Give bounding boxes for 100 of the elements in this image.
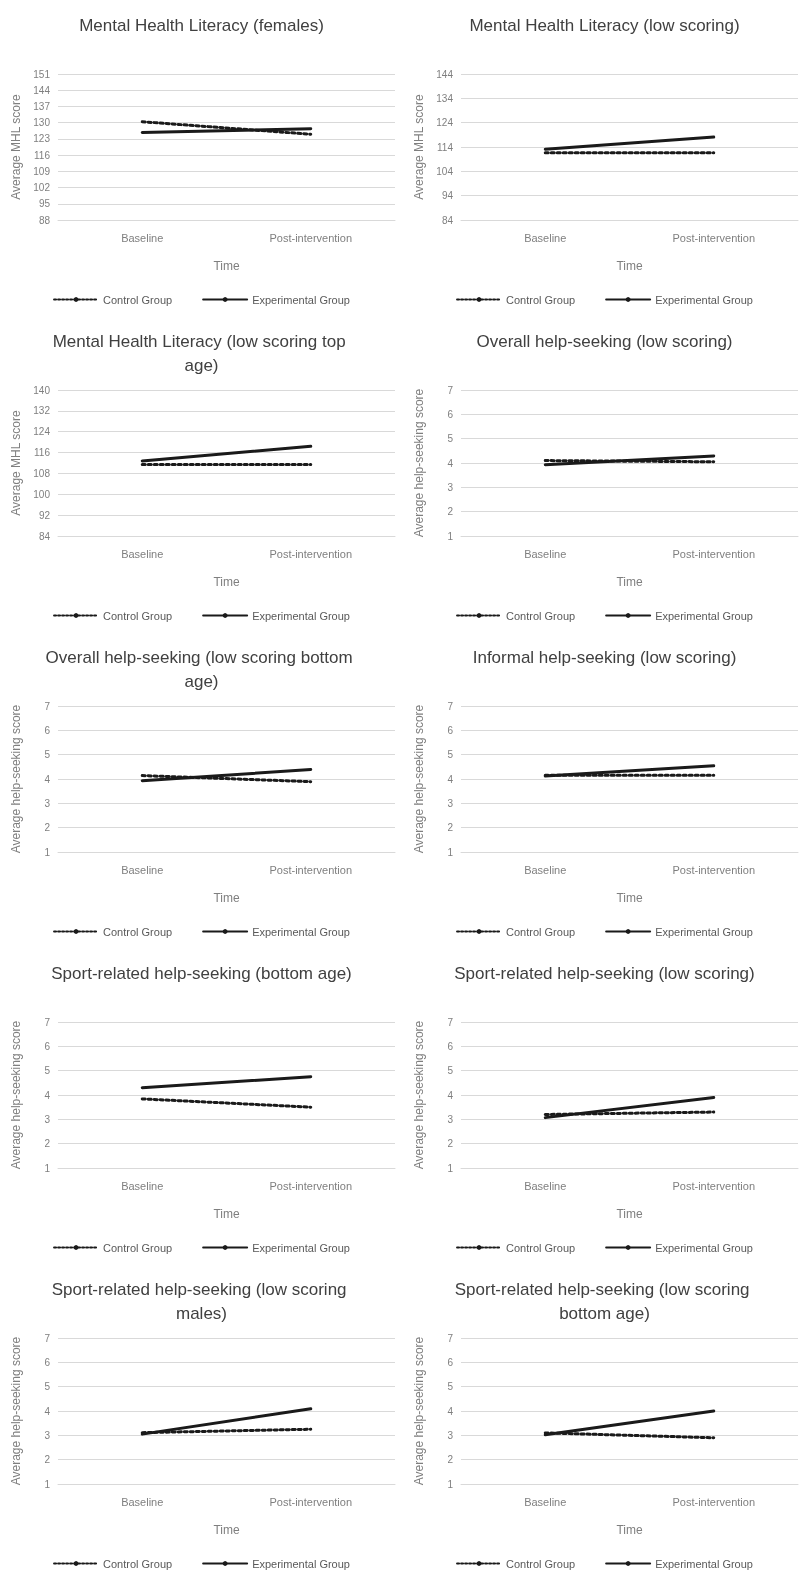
y-tick-label: 7	[447, 384, 454, 396]
y-tick-label: 7	[447, 700, 454, 712]
y-tick-label: 5	[44, 749, 51, 761]
legend-label: Control Group	[506, 1241, 576, 1254]
y-axis-title: Average MHL score	[9, 409, 23, 516]
chart-title: Informal help-seeking (low scoring)	[472, 647, 737, 667]
y-tick-label: 144	[436, 68, 454, 80]
y-tick-label: 4	[44, 1089, 51, 1101]
x-tick-label: Baseline	[121, 1495, 164, 1508]
y-tick-label: 4	[44, 1405, 51, 1417]
y-tick-label: 6	[447, 1040, 454, 1052]
x-tick-label: Post-intervention	[672, 547, 756, 560]
y-axis-title: Average help-seeking score	[9, 1336, 23, 1486]
y-axis-title: Average MHL score	[412, 93, 426, 200]
x-tick-label: Baseline	[121, 547, 164, 560]
y-tick-label: 1	[447, 530, 454, 542]
y-tick-label: 108	[33, 467, 51, 479]
y-tick-label: 2	[447, 506, 454, 518]
y-tick-label: 124	[436, 117, 454, 129]
y-tick-label: 137	[33, 100, 51, 112]
x-axis-title: Time	[616, 1207, 643, 1221]
y-tick-label: 84	[38, 530, 51, 542]
legend-label: Experimental Group	[252, 293, 350, 306]
y-tick-label: 3	[447, 797, 454, 809]
chart-title: Sport-related help-seeking (low scoring)	[454, 963, 755, 983]
y-tick-label: 3	[44, 797, 51, 809]
x-axis-title: Time	[213, 1207, 240, 1221]
x-tick-label: Baseline	[524, 1495, 567, 1508]
legend-label: Control Group	[103, 609, 173, 622]
y-tick-label: 5	[447, 1381, 454, 1393]
legend-label: Experimental Group	[655, 925, 753, 938]
y-tick-label: 4	[447, 1089, 454, 1101]
y-tick-label: 123	[33, 133, 51, 145]
y-axis-title: Average help-seeking score	[9, 1020, 23, 1170]
y-tick-label: 6	[447, 724, 454, 736]
x-tick-label: Post-intervention	[672, 1495, 756, 1508]
y-tick-label: 100	[33, 488, 51, 500]
x-tick-label: Post-intervention	[672, 1179, 756, 1192]
chart-title: Sport-related help-seeking (bottom age)	[51, 963, 352, 983]
legend-label: Experimental Group	[252, 1557, 350, 1570]
x-tick-label: Post-intervention	[269, 863, 353, 876]
chart-title: Mental Health Literacy (low scoring top age)	[52, 331, 351, 375]
x-tick-label: Post-intervention	[672, 231, 756, 244]
chart-title: Mental Health Literacy (low scoring)	[469, 15, 740, 35]
y-tick-label: 144	[33, 84, 51, 96]
y-tick-label: 3	[447, 1429, 454, 1441]
y-tick-label: 3	[44, 1113, 51, 1125]
y-tick-label: 6	[44, 1356, 51, 1368]
y-tick-label: 109	[33, 165, 51, 177]
x-axis-title: Time	[213, 1523, 240, 1537]
x-tick-label: Baseline	[524, 231, 567, 244]
y-tick-label: 4	[447, 1405, 454, 1417]
y-tick-label: 151	[33, 68, 51, 80]
x-axis-title: Time	[616, 1523, 643, 1537]
y-tick-label: 7	[44, 700, 51, 712]
legend-label: Experimental Group	[252, 1241, 350, 1254]
y-axis-title: Average help-seeking score	[412, 388, 426, 538]
y-tick-label: 3	[447, 481, 454, 493]
y-tick-label: 4	[447, 457, 454, 469]
x-axis-title: Time	[616, 259, 643, 273]
y-axis-title: Average MHL score	[9, 93, 23, 200]
y-tick-label: 2	[447, 1138, 454, 1150]
y-tick-label: 6	[447, 408, 454, 420]
x-tick-label: Baseline	[524, 1179, 567, 1192]
legend-label: Experimental Group	[655, 609, 753, 622]
legend-label: Control Group	[103, 1557, 173, 1570]
y-tick-label: 3	[447, 1113, 454, 1125]
x-axis-title: Time	[213, 575, 240, 589]
x-tick-label: Baseline	[121, 1179, 164, 1192]
y-tick-label: 1	[447, 1162, 454, 1174]
y-tick-label: 7	[44, 1332, 51, 1344]
y-tick-label: 116	[34, 149, 51, 161]
y-tick-label: 132	[33, 405, 51, 417]
y-tick-label: 94	[441, 190, 454, 202]
y-axis-title: Average help-seeking score	[412, 704, 426, 854]
y-tick-label: 7	[447, 1332, 454, 1344]
y-tick-label: 1	[44, 1162, 51, 1174]
y-axis-title: Average help-seeking score	[9, 704, 23, 854]
y-tick-label: 95	[38, 198, 51, 210]
y-tick-label: 140	[33, 384, 51, 396]
x-axis-title: Time	[213, 891, 240, 905]
y-tick-label: 1	[447, 846, 454, 858]
y-tick-label: 5	[44, 1065, 51, 1077]
y-tick-label: 1	[44, 1478, 51, 1490]
legend-label: Control Group	[506, 293, 576, 306]
legend-label: Experimental Group	[252, 925, 350, 938]
y-tick-label: 92	[38, 509, 51, 521]
legend-label: Experimental Group	[655, 1241, 753, 1254]
y-tick-label: 5	[447, 1065, 454, 1077]
chart-title: Mental Health Literacy (females)	[79, 15, 324, 35]
legend-label: Experimental Group	[252, 609, 350, 622]
x-tick-label: Post-intervention	[269, 547, 353, 560]
x-tick-label: Baseline	[121, 231, 164, 244]
chart-title: Sport-related help-seeking (low scoring bottom age)	[454, 1279, 755, 1323]
y-tick-label: 6	[447, 1356, 454, 1368]
legend-label: Experimental Group	[655, 293, 753, 306]
y-tick-label: 84	[441, 214, 454, 226]
legend-label: Control Group	[506, 609, 576, 622]
y-tick-label: 102	[33, 182, 51, 194]
chart-title: Sport-related help-seeking (low scoring males)	[51, 1279, 352, 1323]
